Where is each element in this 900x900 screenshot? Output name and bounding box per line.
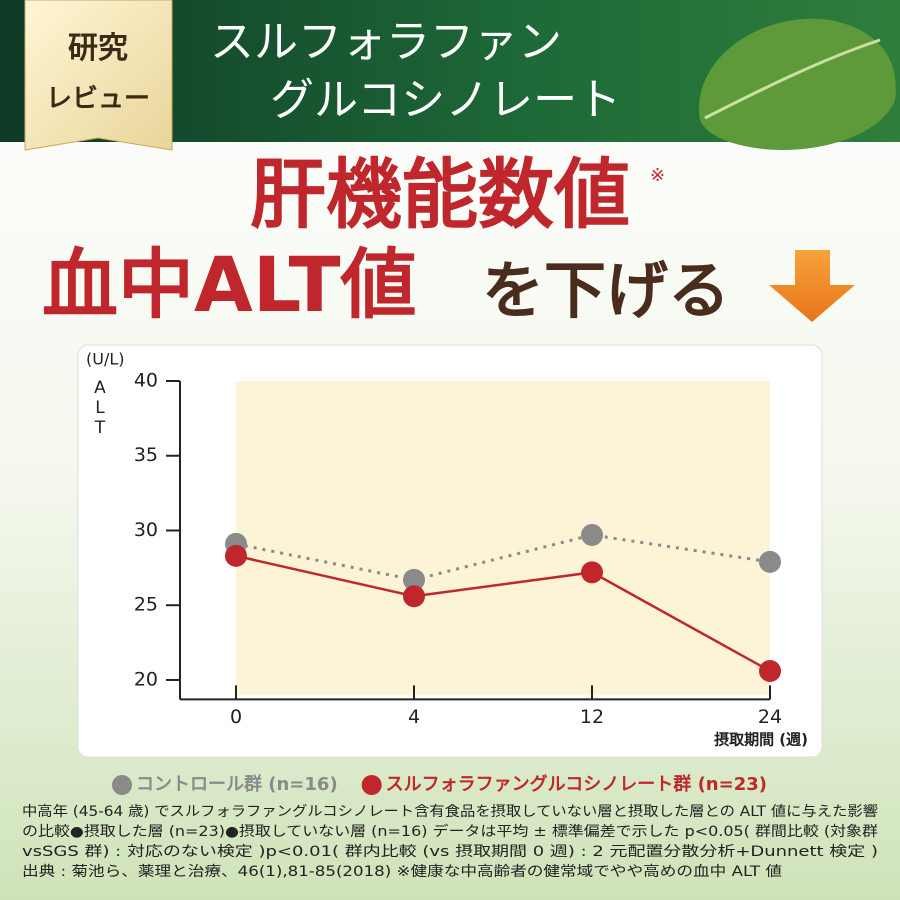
x-tick-label: 0 [230,706,242,728]
data-point [403,585,425,608]
chart: (U/L) ALT 摂取期間 (週) 20 25 30 35 40 0 4 12 24 [86,350,808,749]
data-point [759,550,781,573]
legend-label: コントロール群 (n=16) [136,773,338,795]
y-tick-label: 20 [134,668,158,690]
data-point [403,568,425,591]
y-tick-label: 40 [134,370,158,392]
legend-label: スルフォラファングルコシノレート群 (n=23) [386,773,767,795]
x-axis-label: 摂取期間 (週) [714,731,808,749]
data-point [225,544,247,567]
plot-shade [236,381,770,696]
headline: 血中ALT値 [42,240,417,329]
series-line [235,533,771,582]
down-arrow [769,250,855,322]
badge-text: 研究 [68,31,128,66]
y-unit: (U/L) [86,350,125,369]
data-point [759,659,781,682]
data-point [581,523,603,546]
x-tick-label: 12 [580,706,604,728]
header-title: スルフォラファン [210,17,562,68]
headline: 肝機能数値 [250,150,630,239]
data-point [581,561,603,584]
y-axis-label: ALT [90,378,110,438]
legend-marker [361,775,382,795]
y-tick-label: 25 [134,594,158,616]
x-tick-label: 4 [408,706,420,728]
footnote-line: vsSGS 群) : 対応のない検定 )p<0.01( 群内比較 (vs 摂取期… [22,844,878,860]
leaf [699,18,896,150]
legend-marker [112,775,132,795]
x-tick-label: 24 [758,706,782,728]
series-line [235,554,771,673]
y-tick-label: 30 [134,519,158,541]
badge-text: レビュー [46,84,150,114]
y-tick-label: 35 [134,444,158,466]
footnote-line: の比較●摂取した層 (n=23)●摂取していない層 (n=16) データは平均 … [22,823,878,840]
badge [24,0,173,151]
legend: コントロール群 (n=16) スルフォラファングルコシノレート群 (n=23) [112,773,767,795]
header-title: グルコシノレート [270,75,621,126]
footnote: 中高年 (45-64 歳) でスルフォラファングルコシノレート含有食品を摂取して… [22,803,878,880]
footnote-line: 出典 : 菊池ら、薬理と治療、46(1),81-85(2018) ※健康な中高齢… [22,863,782,880]
headline: を下げる [482,254,730,327]
footnote-line: 中高年 (45-64 歳) でスルフォラファングルコシノレート含有食品を摂取して… [22,803,878,820]
headline-note-mark: ※ [650,165,665,186]
